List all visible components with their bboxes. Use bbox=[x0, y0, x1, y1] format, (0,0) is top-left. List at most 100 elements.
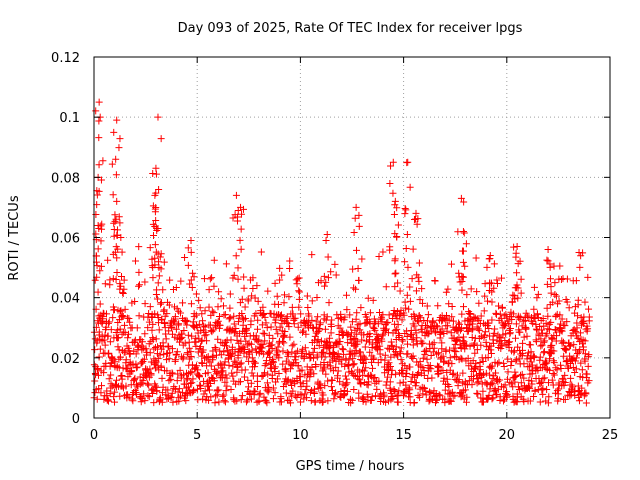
data-point bbox=[517, 275, 525, 283]
data-point bbox=[110, 226, 118, 234]
data-point bbox=[199, 395, 207, 403]
data-point bbox=[95, 134, 103, 142]
data-point bbox=[415, 259, 423, 267]
data-point bbox=[168, 369, 176, 377]
data-point bbox=[205, 286, 213, 294]
data-point bbox=[391, 388, 399, 396]
data-point bbox=[216, 313, 224, 321]
x-tick-label: 10 bbox=[292, 428, 309, 443]
data-point bbox=[270, 365, 278, 373]
data-point bbox=[227, 385, 235, 393]
data-point bbox=[455, 376, 463, 384]
data-point bbox=[99, 309, 107, 317]
data-point bbox=[246, 389, 254, 397]
data-point bbox=[255, 336, 263, 344]
data-point bbox=[391, 270, 399, 278]
data-point bbox=[491, 386, 499, 394]
data-point bbox=[554, 385, 562, 393]
data-point bbox=[414, 370, 422, 378]
data-point bbox=[448, 360, 456, 368]
data-point bbox=[581, 298, 589, 306]
data-point bbox=[187, 237, 195, 245]
data-point bbox=[320, 282, 328, 290]
data-point bbox=[366, 336, 374, 344]
data-point bbox=[347, 332, 355, 340]
data-point bbox=[153, 295, 161, 303]
data-point bbox=[481, 328, 489, 336]
data-point bbox=[328, 376, 336, 384]
data-point bbox=[298, 366, 306, 374]
y-tick-label: 0.1 bbox=[59, 111, 80, 126]
data-point bbox=[108, 353, 116, 361]
data-point bbox=[122, 382, 130, 390]
data-point bbox=[459, 258, 467, 266]
data-point bbox=[452, 337, 460, 345]
data-point bbox=[522, 324, 530, 332]
data-point bbox=[544, 257, 552, 265]
data-point bbox=[214, 369, 222, 377]
data-point bbox=[311, 385, 319, 393]
data-point bbox=[275, 369, 283, 377]
data-point bbox=[496, 376, 504, 384]
data-point bbox=[92, 107, 100, 115]
data-point bbox=[374, 320, 382, 328]
data-point bbox=[284, 320, 292, 328]
data-point bbox=[247, 395, 255, 403]
data-point bbox=[450, 344, 458, 352]
data-point bbox=[175, 397, 183, 405]
data-point bbox=[556, 262, 564, 270]
data-point bbox=[121, 305, 129, 313]
data-point bbox=[215, 386, 223, 394]
data-point bbox=[547, 289, 555, 297]
data-point bbox=[487, 379, 495, 387]
data-point bbox=[384, 318, 392, 326]
data-point bbox=[574, 312, 582, 320]
data-point bbox=[519, 339, 527, 347]
data-point bbox=[277, 313, 285, 321]
data-point bbox=[150, 345, 158, 353]
data-point bbox=[96, 314, 104, 322]
data-point bbox=[530, 283, 538, 291]
data-point bbox=[459, 273, 467, 281]
data-point bbox=[408, 275, 416, 283]
data-point bbox=[301, 344, 309, 352]
data-point bbox=[289, 310, 297, 318]
data-point bbox=[250, 358, 258, 366]
data-point bbox=[259, 329, 267, 337]
data-point bbox=[160, 350, 168, 358]
data-point bbox=[360, 367, 368, 375]
data-point bbox=[241, 366, 249, 374]
data-point bbox=[251, 359, 259, 367]
data-point bbox=[276, 323, 284, 331]
data-point bbox=[493, 276, 501, 284]
data-point bbox=[251, 388, 259, 396]
data-point bbox=[280, 291, 288, 299]
data-point bbox=[152, 164, 160, 172]
data-point bbox=[440, 357, 448, 365]
data-point bbox=[455, 320, 463, 328]
data-point bbox=[96, 300, 104, 308]
data-point bbox=[465, 377, 473, 385]
data-point bbox=[476, 359, 484, 367]
data-point bbox=[182, 397, 190, 405]
data-point bbox=[343, 379, 351, 387]
data-point bbox=[423, 302, 431, 310]
data-point bbox=[372, 392, 379, 400]
data-point bbox=[493, 280, 501, 288]
data-point bbox=[282, 367, 290, 375]
data-point bbox=[373, 385, 381, 393]
data-point bbox=[500, 397, 508, 405]
data-point bbox=[314, 313, 322, 321]
data-point bbox=[565, 304, 573, 312]
data-point bbox=[135, 268, 143, 276]
data-point bbox=[366, 309, 374, 317]
data-point bbox=[201, 387, 209, 395]
data-point bbox=[303, 394, 311, 402]
data-point bbox=[241, 373, 248, 381]
data-point bbox=[92, 371, 100, 379]
data-point bbox=[382, 398, 390, 406]
data-point bbox=[183, 376, 191, 384]
data-point bbox=[210, 309, 218, 317]
data-point bbox=[406, 363, 414, 371]
data-point bbox=[234, 206, 242, 214]
